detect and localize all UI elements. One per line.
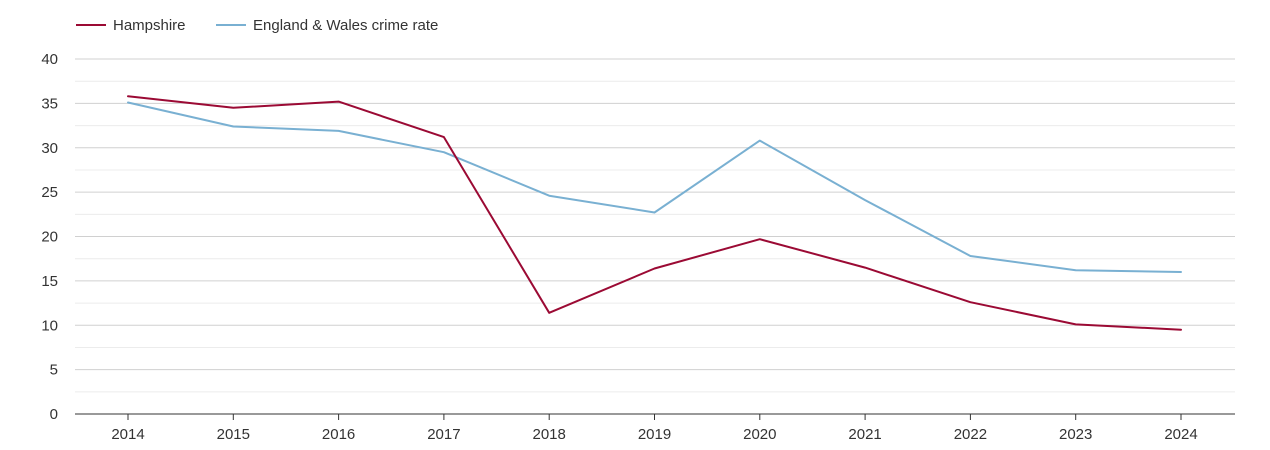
- x-tick-label: 2016: [322, 426, 355, 443]
- series-line-hampshire: [127, 95, 1182, 331]
- x-tick-label: 2017: [427, 426, 460, 443]
- y-tick-label: 15: [41, 273, 58, 290]
- y-tick-label: 40: [41, 51, 58, 68]
- grid-lines: [75, 58, 1235, 393]
- axes: 0 5 10 15 20 25 30 35 40 2014 2015 2016 2017 2018 2019…: [41, 51, 1235, 443]
- legend: Hampshire England & Wales crime rate: [76, 17, 438, 34]
- x-tick-label: 2024: [1164, 426, 1197, 443]
- y-tick-label: 35: [41, 95, 58, 112]
- y-tick-label: 5: [50, 362, 58, 379]
- series-line-england-wales-crime-rate: [127, 101, 1182, 273]
- x-tick-label: 2014: [111, 426, 144, 443]
- x-tick-label: 2019: [638, 426, 671, 443]
- y-tick-label: 0: [50, 406, 58, 423]
- x-tick-label: 2021: [848, 426, 881, 443]
- x-tick-label: 2023: [1059, 426, 1092, 443]
- x-tick-label: 2020: [743, 426, 776, 443]
- y-tick-label: 30: [41, 140, 58, 157]
- y-tick-label: 10: [41, 317, 58, 334]
- x-tick-label: 2015: [217, 426, 250, 443]
- legend-label: England & Wales crime rate: [253, 17, 438, 34]
- y-tick-label: 25: [41, 184, 58, 201]
- x-tick-label: 2018: [533, 426, 566, 443]
- y-tick-label: 20: [41, 229, 58, 246]
- x-tick-label: 2022: [954, 426, 987, 443]
- legend-label: Hampshire: [113, 17, 186, 34]
- series-lines: [127, 95, 1182, 331]
